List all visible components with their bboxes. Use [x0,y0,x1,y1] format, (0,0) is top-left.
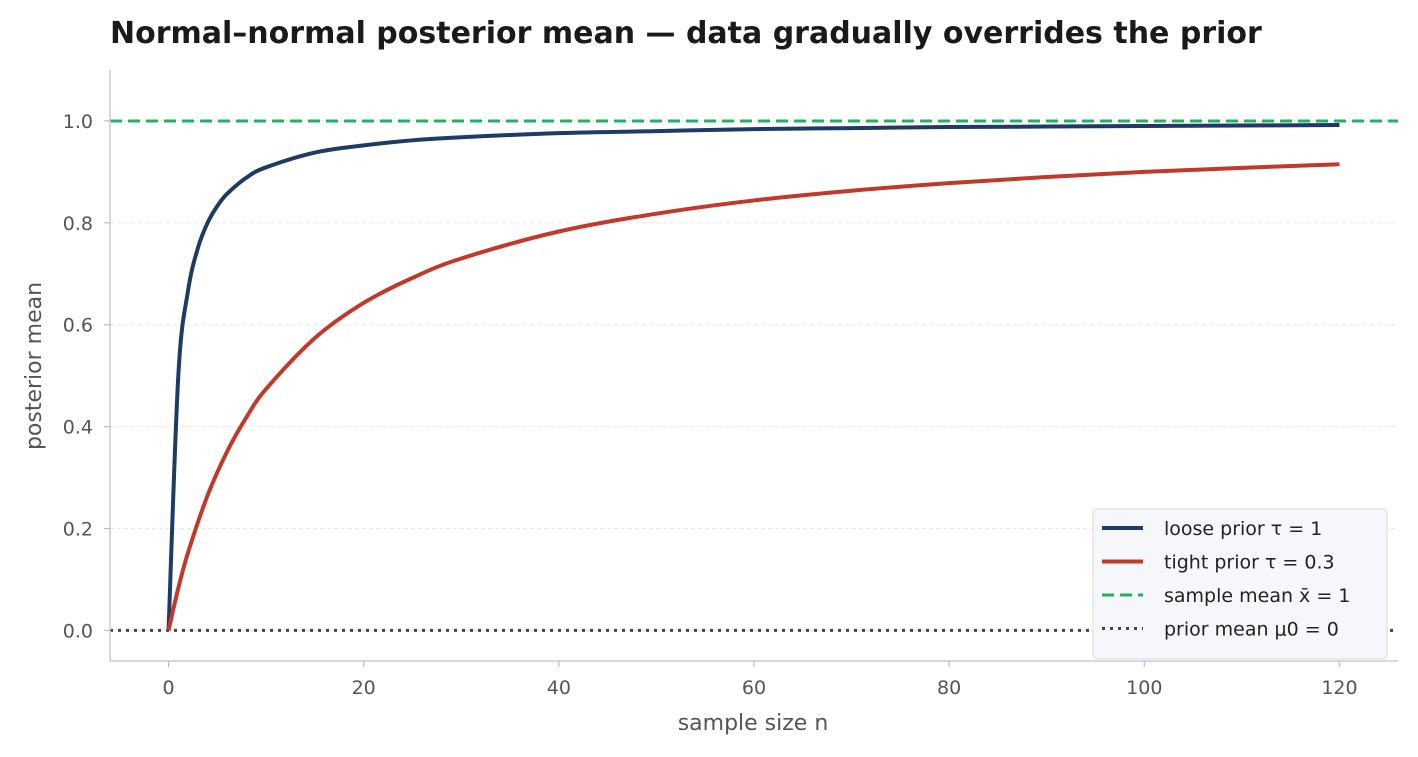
legend: loose prior τ = 1 tight prior τ = 0.3 samp… [1092,508,1388,660]
x-axis-ticks: 0 20 40 60 80 100 120 [162,661,1358,699]
y-tick-label-5: 1.0 [63,111,93,133]
series-line-0 [166,123,1340,631]
chart-title: Normal–normal posterior mean — data grad… [110,16,1262,51]
x-axis-label: sample size n [678,711,829,736]
legend-label-3: prior mean μ0 = 0 [1164,619,1339,641]
x-tick-label-6: 120 [1321,677,1357,699]
series-lines [166,123,1340,631]
series-line-1 [166,162,1340,631]
y-tick-label-1: 0.2 [63,519,93,541]
y-tick-label-0: 0.0 [63,620,93,642]
y-tick-label-4: 0.8 [63,213,93,235]
y-axis-ticks: 0.0 0.2 0.4 0.6 0.8 1.0 [63,111,110,642]
x-tick-label-3: 60 [742,677,766,699]
legend-box [1092,508,1388,660]
x-tick-label-2: 40 [547,677,571,699]
y-tick-label-2: 0.4 [63,417,93,439]
legend-label-2: sample mean x̄ = 1 [1164,585,1350,607]
x-tick-label-4: 80 [937,677,961,699]
x-tick-label-1: 20 [352,677,376,699]
x-tick-label-5: 100 [1126,677,1162,699]
y-axis-label: posterior mean [22,282,47,450]
x-tick-label-0: 0 [162,677,174,699]
legend-label-0: loose prior τ = 1 [1164,518,1322,540]
y-tick-label-3: 0.6 [63,315,93,337]
legend-label-1: tight prior τ = 0.3 [1164,552,1335,574]
